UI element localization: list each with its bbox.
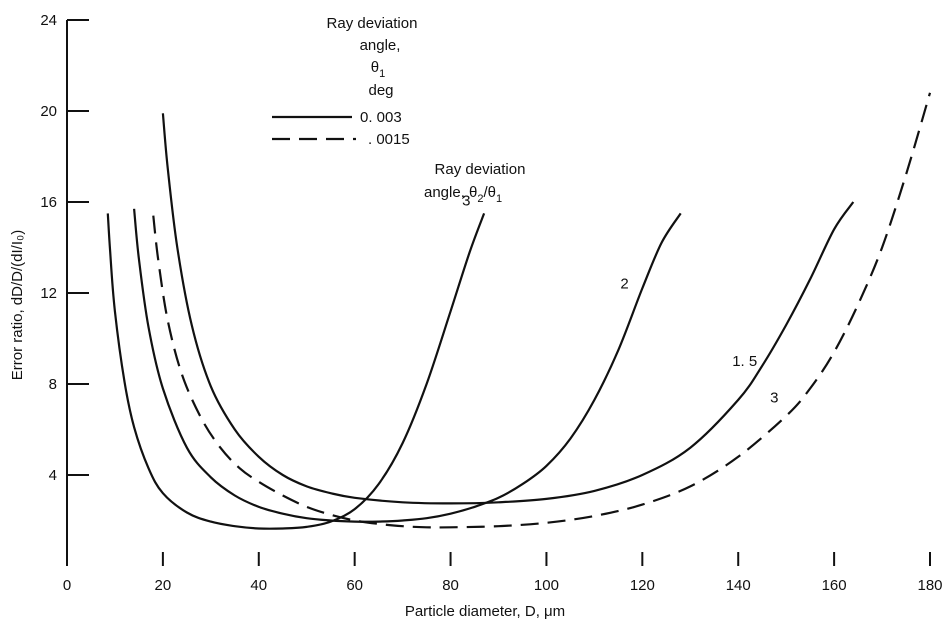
curve-group-title: Ray deviation angle, θ2/θ1 bbox=[424, 161, 525, 205]
axes bbox=[66, 20, 68, 566]
series-label-3: 1. 5 bbox=[732, 353, 757, 370]
x-tick-label: 180 bbox=[917, 577, 942, 594]
legend-theta-symbol: θ bbox=[371, 59, 379, 76]
series-line-1-solid bbox=[106, 213, 486, 530]
x-tick-label: 20 bbox=[155, 577, 172, 594]
x-tick-label: 160 bbox=[822, 577, 847, 594]
legend-title-line-1: Ray deviation bbox=[327, 15, 418, 32]
series-line-4-dashed bbox=[152, 92, 932, 529]
y-axis-label: Error ratio, dD/D/(dI/I₀) bbox=[9, 230, 26, 380]
curve-group-title-sub-a: 2 bbox=[477, 193, 483, 205]
legend-title-line-2: angle, bbox=[360, 37, 401, 54]
series-line-3-solid bbox=[161, 113, 855, 505]
y-tick-label: 16 bbox=[40, 194, 57, 211]
x-tick-label: 140 bbox=[726, 577, 751, 594]
series-label-2: 2 bbox=[620, 275, 628, 292]
curve-group-title-sub-b: 1 bbox=[496, 193, 502, 205]
legend-entry-dashed-label: . 0015 bbox=[368, 131, 410, 148]
series-label-1: 3 bbox=[462, 192, 470, 209]
x-tick-label: 60 bbox=[346, 577, 363, 594]
legend: Ray deviation angle, θ1 deg 0. 003 . 001… bbox=[272, 15, 417, 148]
legend-title-line-3: θ1 bbox=[371, 59, 385, 80]
y-tick-label: 24 bbox=[40, 12, 57, 29]
legend-title-line-4: deg bbox=[368, 82, 393, 99]
legend-theta-subscript: 1 bbox=[379, 68, 385, 80]
x-tick-label: 80 bbox=[442, 577, 459, 594]
curve-group-title-line-2: angle, θ2/θ1 bbox=[424, 184, 502, 205]
x-tick-label: 100 bbox=[534, 577, 559, 594]
series-label-4: 3 bbox=[770, 390, 778, 407]
x-tick-label: 40 bbox=[250, 577, 267, 594]
legend-entry-solid-label: 0. 003 bbox=[360, 109, 402, 126]
x-tick-label: 0 bbox=[63, 577, 71, 594]
curves: 321. 53 bbox=[106, 92, 932, 530]
y-tick-label: 8 bbox=[49, 376, 57, 393]
curve-group-title-prefix: angle, θ bbox=[424, 184, 477, 201]
y-tick-label: 20 bbox=[40, 103, 57, 120]
y-tick-label: 12 bbox=[40, 285, 57, 302]
curve-group-title-slash: /θ bbox=[484, 184, 497, 201]
x-tick-label: 120 bbox=[630, 577, 655, 594]
y-tick-label: 4 bbox=[49, 467, 57, 484]
series-line-2-solid bbox=[133, 208, 682, 523]
curve-group-title-line-1: Ray deviation bbox=[435, 161, 526, 178]
x-axis-label: Particle diameter, D, μm bbox=[405, 603, 565, 620]
